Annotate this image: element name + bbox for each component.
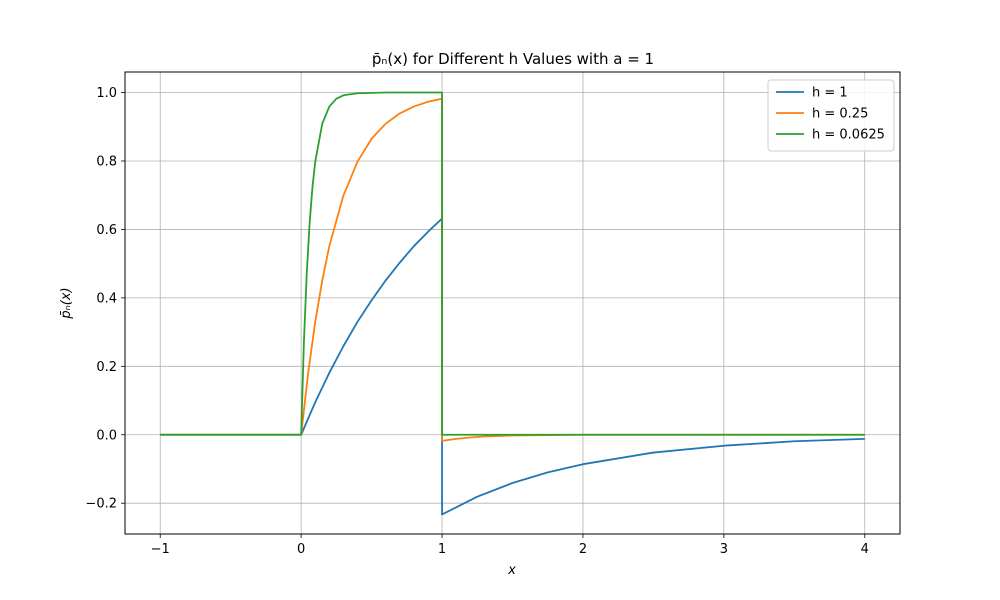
x-tick-label: 3: [720, 542, 728, 557]
x-tick-label: 2: [579, 542, 587, 557]
y-tick-label: 0.6: [96, 223, 117, 238]
y-axis-label: p̄ₙ(x): [59, 287, 74, 319]
x-tick-label: 0: [297, 542, 305, 557]
x-tick-label: 1: [438, 542, 446, 557]
legend: h = 1 h = 0.25 h = 0.0625: [767, 79, 895, 152]
series-line: [160, 97, 865, 442]
chart-title: p̄ₙ(x) for Different h Values with a = 1: [372, 50, 654, 68]
legend-entry: h = 1: [812, 86, 848, 101]
y-tick-label: −0.2: [85, 497, 117, 512]
series-line: [160, 91, 865, 436]
y-tick-label: 0.8: [96, 154, 117, 169]
y-tick-label: 0.4: [96, 291, 117, 306]
legend-entry: h = 0.25: [812, 107, 868, 122]
x-tick-label: 4: [861, 542, 869, 557]
series-lines: [160, 91, 865, 516]
y-tick-label: 0.0: [96, 428, 117, 443]
x-axis-label: x: [507, 563, 516, 578]
x-tick-label: −1: [151, 542, 170, 557]
y-tick-label: 0.2: [96, 360, 117, 375]
series-line: [160, 217, 865, 516]
legend-entry: h = 0.0625: [812, 128, 885, 143]
axis-ticks: −1 0 1 2 3 4 −0.2 0.0 0.2 0.4 0.6 0.8 1.0: [85, 86, 868, 557]
y-tick-label: 1.0: [96, 86, 117, 101]
plot-frame: [124, 71, 901, 535]
